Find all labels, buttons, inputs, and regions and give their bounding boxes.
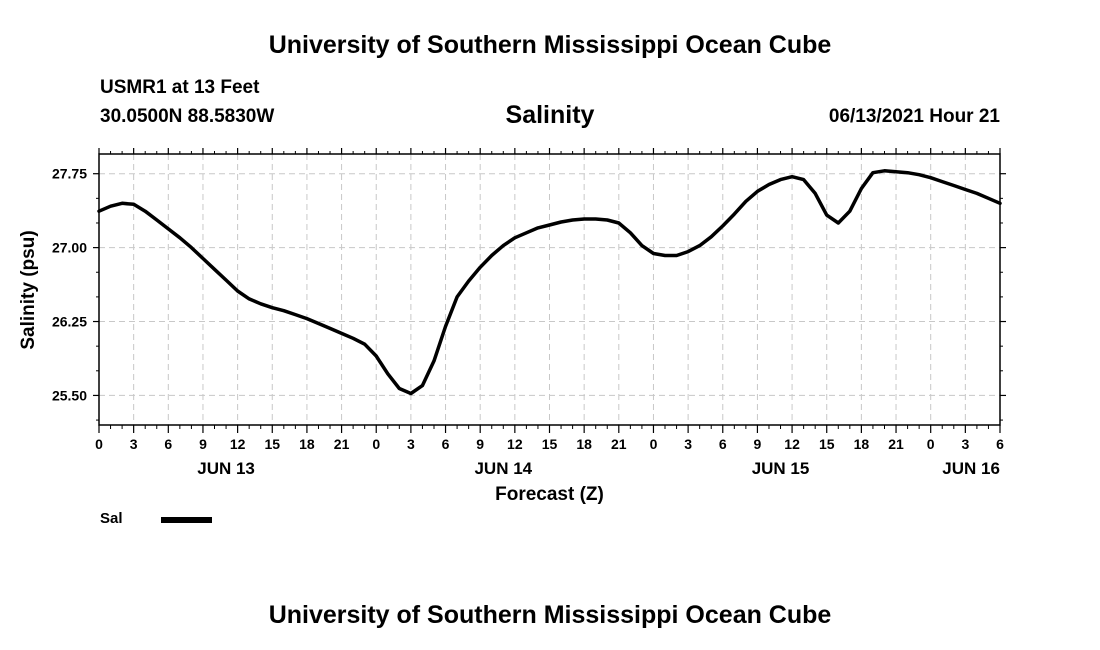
- x-tick-label: 21: [611, 436, 627, 452]
- variable-title: Salinity: [505, 101, 595, 129]
- x-tick-label: 0: [372, 436, 380, 452]
- y-tick-label: 27.75: [52, 166, 87, 182]
- x-tick-label: 18: [299, 436, 315, 452]
- x-tick-label: 3: [130, 436, 138, 452]
- x-tick-label: 12: [507, 436, 523, 452]
- x-date-label: JUN 13: [197, 459, 255, 478]
- x-tick-label: 18: [576, 436, 592, 452]
- x-tick-label: 9: [754, 436, 762, 452]
- plot-frame: [98, 153, 1001, 426]
- x-tick-label: 0: [650, 436, 658, 452]
- station-label: USMR1 at 13 Feet: [100, 77, 260, 98]
- x-tick-label: 3: [407, 436, 415, 452]
- y-tick-label: 27.00: [52, 240, 87, 256]
- station-coordinates: 30.0500N 88.5830W: [100, 106, 275, 127]
- axis-ticks: [93, 148, 1006, 433]
- x-tick-label: 15: [264, 436, 280, 452]
- chart-title-bottom: University of Southern Mississippi Ocean…: [268, 601, 832, 629]
- tick-labels: 0 3 6 9 12 15 18 21 0 3 6 9 12 15 18 21 0 3 6 9 12 15 18 21 0 3 6 J…: [52, 166, 1004, 478]
- x-tick-label: 3: [961, 436, 969, 452]
- x-tick-label: 12: [230, 436, 246, 452]
- grid-lines: [99, 154, 1000, 425]
- x-tick-label: 6: [164, 436, 172, 452]
- forecast-timestamp: 06/13/2021 Hour 21: [828, 106, 1000, 127]
- x-tick-label: 18: [854, 436, 870, 452]
- x-date-label: JUN 14: [474, 459, 532, 478]
- x-tick-label: 15: [542, 436, 558, 452]
- x-tick-label: 3: [684, 436, 692, 452]
- x-tick-label: 21: [334, 436, 350, 452]
- x-tick-label: 6: [442, 436, 450, 452]
- x-tick-label: 12: [784, 436, 800, 452]
- y-tick-label: 26.25: [52, 314, 87, 330]
- x-tick-label: 0: [95, 436, 103, 452]
- salinity-line: [97, 169, 1002, 396]
- x-date-label: JUN 16: [942, 459, 1000, 478]
- y-tick-label: 25.50: [52, 387, 87, 403]
- x-tick-label: 9: [199, 436, 207, 452]
- x-tick-label: 15: [819, 436, 835, 452]
- x-tick-label: 6: [719, 436, 727, 452]
- x-tick-label: 6: [996, 436, 1004, 452]
- legend-line-swatch: [161, 517, 212, 523]
- x-tick-label: 9: [476, 436, 484, 452]
- x-axis-label: Forecast (Z): [495, 484, 604, 505]
- legend-label: Sal: [100, 510, 123, 527]
- y-axis-label: Salinity (psu): [18, 230, 39, 349]
- x-date-label: JUN 15: [752, 459, 810, 478]
- x-tick-label: 0: [927, 436, 935, 452]
- x-tick-label: 21: [888, 436, 904, 452]
- chart-title-top: University of Southern Mississippi Ocean…: [268, 31, 832, 59]
